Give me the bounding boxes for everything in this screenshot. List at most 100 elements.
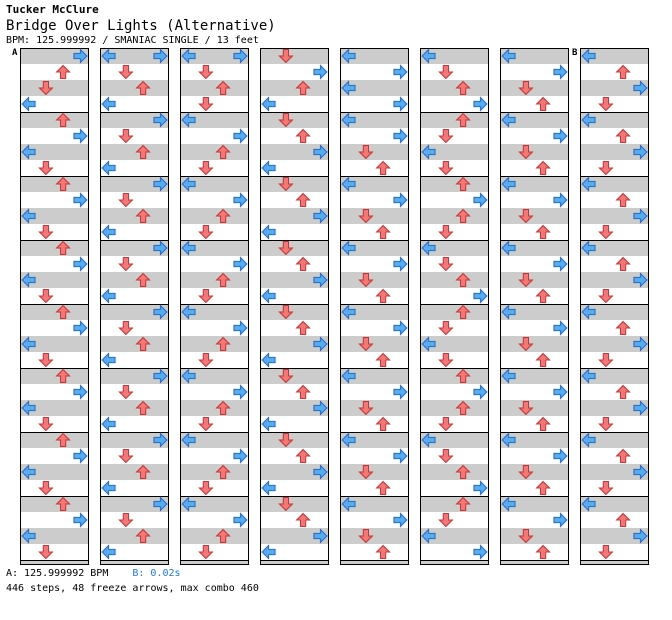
beat-stripe (180, 464, 249, 480)
beat-stripe (500, 336, 569, 352)
up-arrow-icon (455, 272, 471, 287)
beat-stripe (20, 384, 89, 400)
beat-stripe (180, 304, 249, 320)
beat-stripe (420, 208, 489, 224)
right-arrow-icon (553, 128, 568, 144)
down-arrow-icon (438, 353, 454, 368)
right-arrow-icon (473, 544, 488, 560)
column-5 (340, 48, 409, 565)
down-arrow-icon (198, 225, 214, 240)
right-arrow-icon (473, 384, 488, 400)
right-arrow-icon (633, 528, 648, 544)
beat-stripe (100, 240, 169, 256)
down-arrow-icon (438, 449, 454, 464)
up-arrow-icon (135, 464, 151, 479)
right-arrow-icon (153, 176, 168, 192)
beat-stripe (420, 272, 489, 288)
down-arrow-icon (518, 81, 534, 96)
beat-stripe (500, 448, 569, 464)
beat-stripe (340, 480, 409, 496)
right-arrow-icon (73, 48, 88, 64)
beat-stripe (20, 496, 89, 512)
beat-stripe (100, 544, 169, 560)
beat-stripe (100, 528, 169, 544)
beat-stripe (500, 192, 569, 208)
beat-stripe (580, 368, 649, 384)
left-arrow-icon (21, 464, 36, 480)
right-arrow-icon (313, 144, 328, 160)
beat-stripe (100, 512, 169, 528)
beat-stripe (180, 416, 249, 432)
beat-stripe (100, 480, 169, 496)
left-arrow-icon (581, 112, 596, 128)
left-arrow-icon (181, 368, 196, 384)
left-arrow-icon (341, 240, 356, 256)
down-arrow-icon (278, 49, 294, 64)
up-arrow-icon (295, 192, 311, 207)
left-arrow-icon (421, 432, 436, 448)
column-1 (20, 48, 89, 565)
right-arrow-icon (313, 64, 328, 80)
left-arrow-icon (21, 400, 36, 416)
beat-stripe (180, 432, 249, 448)
beat-stripe (340, 560, 409, 565)
beat-stripe (340, 416, 409, 432)
column-3 (180, 48, 249, 565)
beat-stripe (580, 512, 649, 528)
down-arrow-icon (278, 241, 294, 256)
down-arrow-icon (198, 417, 214, 432)
up-arrow-icon (135, 528, 151, 543)
beat-stripe (260, 368, 329, 384)
up-arrow-icon (55, 176, 71, 191)
beat-stripe (100, 112, 169, 128)
beat-stripe (500, 128, 569, 144)
beat-stripe (260, 144, 329, 160)
beat-stripe (180, 64, 249, 80)
beat-stripe (180, 240, 249, 256)
left-arrow-icon (261, 352, 276, 368)
bpm-b: B: 0.02s (132, 568, 181, 579)
beat-stripe (340, 544, 409, 560)
up-arrow-icon (455, 304, 471, 319)
beat-stripe (20, 416, 89, 432)
up-arrow-icon (455, 176, 471, 191)
beat-stripe (420, 48, 489, 64)
down-arrow-icon (598, 225, 614, 240)
beat-stripe (180, 288, 249, 304)
down-arrow-icon (598, 161, 614, 176)
beat-stripe (420, 96, 489, 112)
beat-stripe (500, 480, 569, 496)
left-arrow-icon (421, 336, 436, 352)
left-arrow-icon (501, 48, 516, 64)
beat-stripe (500, 528, 569, 544)
beat-stripe (180, 560, 249, 565)
beat-stripe (20, 432, 89, 448)
beat-stripe (580, 544, 649, 560)
beat-stripe (100, 64, 169, 80)
beat-stripe (500, 320, 569, 336)
up-arrow-icon (135, 336, 151, 351)
up-arrow-icon (215, 144, 231, 159)
right-arrow-icon (553, 448, 568, 464)
beat-stripe (580, 272, 649, 288)
down-arrow-icon (118, 257, 134, 272)
beat-stripe (340, 272, 409, 288)
right-arrow-icon (153, 112, 168, 128)
up-arrow-icon (455, 368, 471, 383)
right-arrow-icon (633, 80, 648, 96)
right-arrow-icon (473, 96, 488, 112)
left-arrow-icon (501, 112, 516, 128)
up-arrow-icon (615, 128, 631, 143)
up-arrow-icon (455, 208, 471, 223)
up-arrow-icon (135, 272, 151, 287)
up-arrow-icon (295, 512, 311, 527)
down-arrow-icon (198, 545, 214, 560)
down-arrow-icon (518, 273, 534, 288)
beat-stripe (340, 240, 409, 256)
beat-stripe (20, 320, 89, 336)
right-arrow-icon (553, 256, 568, 272)
beat-stripe (340, 208, 409, 224)
beat-stripe (180, 48, 249, 64)
up-arrow-icon (375, 224, 391, 239)
up-arrow-icon (295, 320, 311, 335)
